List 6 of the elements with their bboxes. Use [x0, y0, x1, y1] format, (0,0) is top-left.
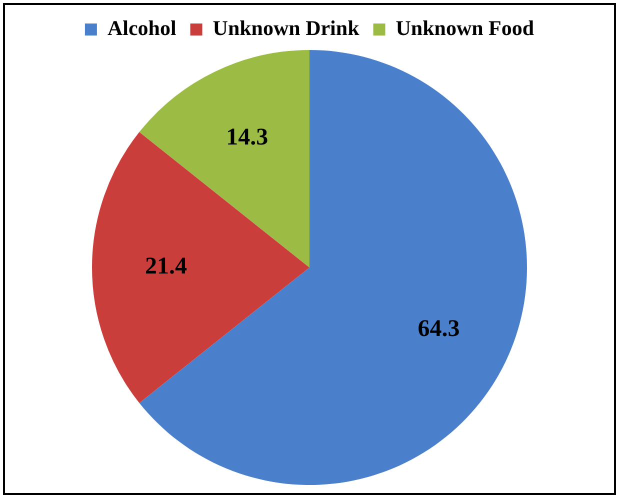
data-label: 14.3 [226, 124, 268, 150]
data-label: 64.3 [418, 316, 460, 342]
legend-label: Unknown Food [396, 16, 534, 40]
data-label: 21.4 [144, 254, 187, 280]
legend-label: Alcohol [107, 16, 176, 40]
legend-label: Unknown Drink [212, 16, 360, 40]
